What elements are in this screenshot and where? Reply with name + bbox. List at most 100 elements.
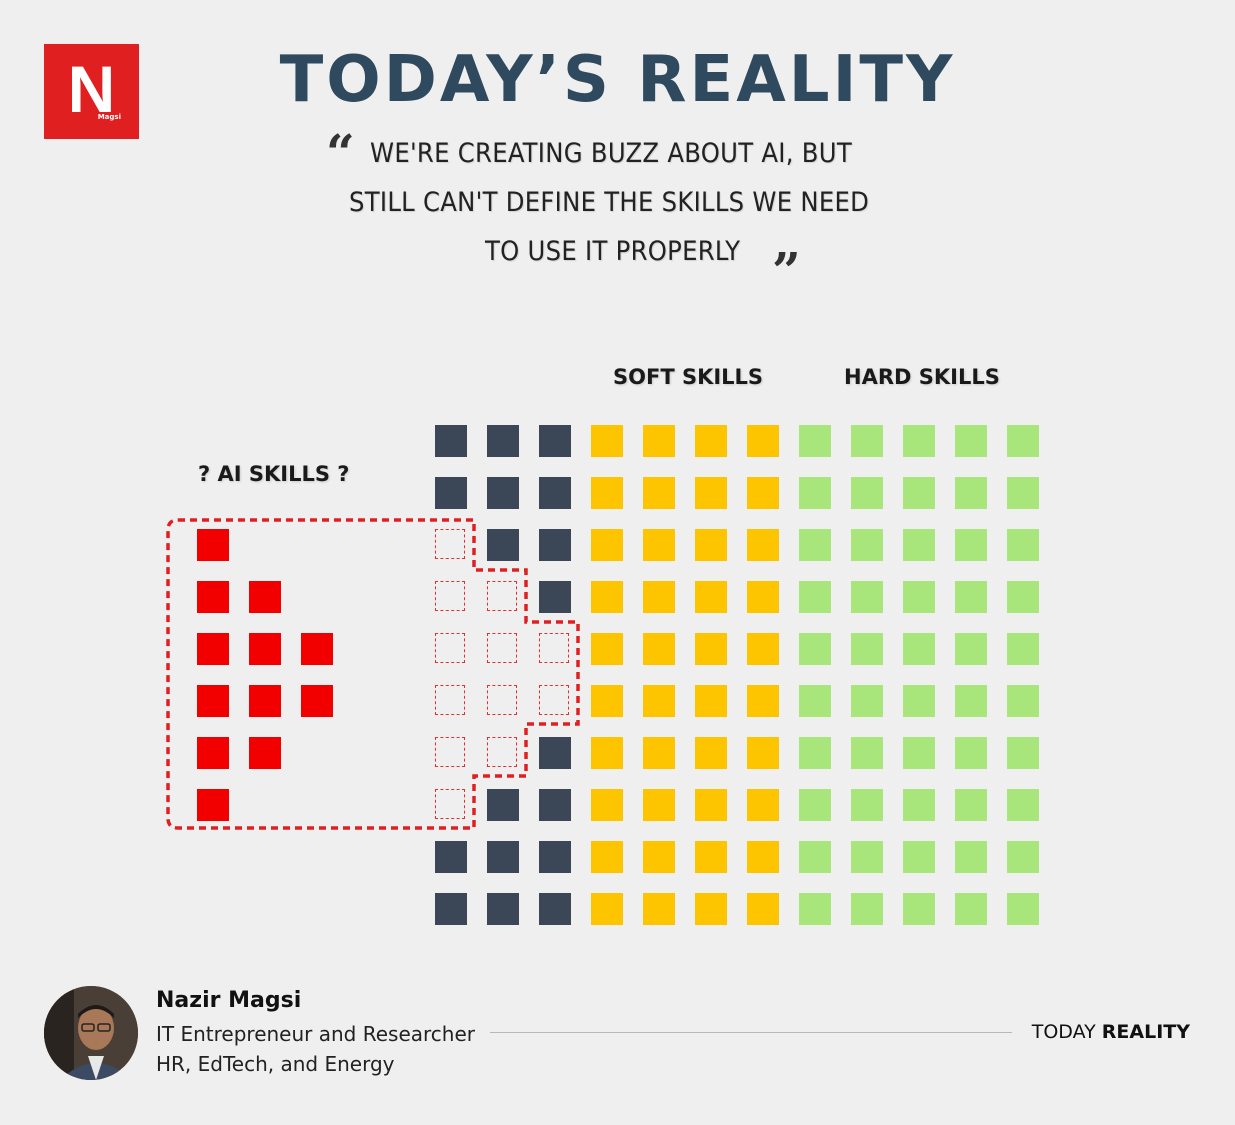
soft-skill-cell (591, 789, 623, 821)
footer-tag: TODAY REALITY (1032, 1021, 1190, 1043)
hard-skill-cell (903, 893, 935, 925)
hard-skill-cell (799, 841, 831, 873)
missing-skill-cell (435, 737, 465, 767)
ai-skill-cell (249, 685, 281, 717)
hard-skill-cell (1007, 737, 1039, 769)
baseline-skill-cell (487, 425, 519, 457)
hard-skills-label: HARD SKILLS (844, 365, 1000, 389)
hard-skill-cell (955, 529, 987, 561)
hard-skill-cell (799, 893, 831, 925)
ai-skill-cell (249, 581, 281, 613)
baseline-skill-cell (487, 789, 519, 821)
hard-skill-cell (851, 685, 883, 717)
ai-skill-cell (197, 529, 229, 561)
baseline-skill-cell (539, 477, 571, 509)
hard-skill-cell (799, 529, 831, 561)
hard-skill-cell (799, 477, 831, 509)
hard-skill-cell (851, 841, 883, 873)
hard-skill-cell (903, 841, 935, 873)
hard-skill-cell (903, 789, 935, 821)
soft-skill-cell (695, 893, 727, 925)
hard-skill-cell (851, 633, 883, 665)
footer-tag-normal: TODAY (1031, 1021, 1102, 1043)
hard-skill-cell (955, 685, 987, 717)
hard-skill-cell (1007, 789, 1039, 821)
missing-skill-cell (435, 633, 465, 663)
soft-skill-cell (643, 893, 675, 925)
hard-skill-cell (903, 425, 935, 457)
baseline-skill-cell (539, 529, 571, 561)
soft-skill-cell (747, 477, 779, 509)
author-fields: HR, EdTech, and Energy (156, 1052, 395, 1076)
hard-skill-cell (1007, 685, 1039, 717)
soft-skill-cell (695, 685, 727, 717)
soft-skill-cell (591, 529, 623, 561)
hard-skill-cell (903, 685, 935, 717)
ai-skill-cell (249, 633, 281, 665)
quote-line-1: WE'RE CREATING BUZZ ABOUT AI, BUT (370, 138, 852, 169)
hard-skill-cell (799, 581, 831, 613)
missing-skill-cell (435, 685, 465, 715)
soft-skill-cell (591, 633, 623, 665)
hard-skill-cell (903, 477, 935, 509)
ai-skill-cell (197, 737, 229, 769)
soft-skill-cell (643, 789, 675, 821)
hard-skill-cell (955, 893, 987, 925)
baseline-skill-cell (539, 841, 571, 873)
hard-skill-cell (955, 477, 987, 509)
soft-skill-cell (747, 893, 779, 925)
hard-skill-cell (1007, 841, 1039, 873)
soft-skill-cell (695, 789, 727, 821)
hard-skill-cell (1007, 477, 1039, 509)
logo-letter: N (67, 51, 116, 126)
baseline-skill-cell (487, 893, 519, 925)
close-quote-icon: ” (772, 241, 801, 300)
soft-skill-cell (695, 477, 727, 509)
soft-skill-cell (591, 685, 623, 717)
soft-skill-cell (591, 477, 623, 509)
ai-skill-cell (197, 685, 229, 717)
missing-skill-cell (435, 789, 465, 819)
ai-skill-cell (197, 633, 229, 665)
soft-skills-label: SOFT SKILLS (613, 365, 764, 389)
author-name: Nazir Magsi (156, 988, 302, 1013)
hard-skill-cell (955, 841, 987, 873)
soft-skill-cell (643, 581, 675, 613)
hard-skill-cell (851, 425, 883, 457)
missing-skill-cell (487, 581, 517, 611)
hard-skill-cell (955, 581, 987, 613)
soft-skill-cell (643, 633, 675, 665)
soft-skill-cell (591, 841, 623, 873)
soft-skill-cell (695, 529, 727, 561)
hard-skill-cell (799, 425, 831, 457)
hard-skill-cell (851, 893, 883, 925)
open-quote-icon: “ (326, 123, 355, 182)
ai-skill-cell (197, 789, 229, 821)
baseline-skill-cell (435, 477, 467, 509)
soft-skill-cell (747, 581, 779, 613)
baseline-skill-cell (435, 893, 467, 925)
author-title: IT Entrepreneur and Researcher (156, 1022, 475, 1046)
ai-skill-cell (249, 737, 281, 769)
soft-skill-cell (695, 841, 727, 873)
soft-skill-cell (643, 841, 675, 873)
author-avatar (44, 986, 138, 1080)
soft-skill-cell (643, 529, 675, 561)
soft-skill-cell (747, 685, 779, 717)
hard-skill-cell (799, 633, 831, 665)
baseline-skill-cell (539, 581, 571, 613)
missing-skill-cell (487, 737, 517, 767)
hard-skill-cell (955, 633, 987, 665)
hard-skill-cell (955, 737, 987, 769)
soft-skill-cell (643, 477, 675, 509)
soft-skill-cell (591, 581, 623, 613)
hard-skill-cell (903, 581, 935, 613)
baseline-skill-cell (539, 425, 571, 457)
baseline-skill-cell (435, 841, 467, 873)
hard-skill-cell (851, 789, 883, 821)
hard-skill-cell (1007, 529, 1039, 561)
soft-skill-cell (643, 425, 675, 457)
ai-skill-cell (197, 581, 229, 613)
hard-skill-cell (799, 737, 831, 769)
